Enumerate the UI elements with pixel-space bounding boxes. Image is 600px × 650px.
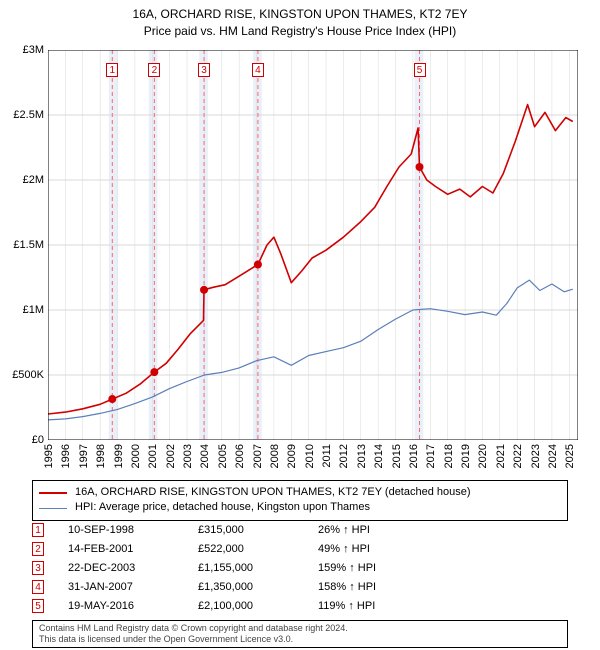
x-tick-label: 2009 [286,444,298,468]
row-pct: 49% ↑ HPI [318,543,468,555]
legend-label: 16A, ORCHARD RISE, KINGSTON UPON THAMES,… [75,485,471,500]
row-date: 10-SEP-1998 [68,524,198,536]
title-line-1: 16A, ORCHARD RISE, KINGSTON UPON THAMES,… [0,6,600,23]
event-flag: 1 [106,63,118,77]
x-tick-label: 2015 [391,444,403,468]
row-date: 31-JAN-2007 [68,581,198,593]
x-tick-label: 1999 [113,444,125,468]
x-tick-label: 2010 [304,444,316,468]
row-price: £1,350,000 [198,581,318,593]
legend-row: 16A, ORCHARD RISE, KINGSTON UPON THAMES,… [39,485,561,500]
legend-swatch [39,508,67,509]
row-pct: 159% ↑ HPI [318,562,468,574]
x-tick-label: 2023 [530,444,542,468]
row-price: £522,000 [198,543,318,555]
row-price: £315,000 [198,524,318,536]
x-tick-label: 2001 [147,444,159,468]
y-tick-label: £1.5M [4,239,44,251]
row-marker: 4 [32,580,44,594]
event-flag: 5 [414,63,426,77]
row-marker: 5 [32,599,44,613]
legend-row: HPI: Average price, detached house, King… [39,500,561,515]
legend: 16A, ORCHARD RISE, KINGSTON UPON THAMES,… [32,480,568,521]
x-tick-label: 1997 [78,444,90,468]
footer: Contains HM Land Registry data © Crown c… [32,620,568,648]
title-block: 16A, ORCHARD RISE, KINGSTON UPON THAMES,… [0,0,600,40]
x-tick-label: 2019 [460,444,472,468]
x-tick-label: 2004 [199,444,211,468]
y-tick-label: £500K [4,369,44,381]
row-date: 14-FEB-2001 [68,543,198,555]
table-row: 2 14-FEB-2001£522,00049% ↑ HPI [32,539,568,558]
row-marker: 3 [32,561,44,575]
chart-svg [48,50,578,440]
x-tick-label: 2022 [512,444,524,468]
x-tick-label: 2013 [356,444,368,468]
row-date: 22-DEC-2003 [68,562,198,574]
y-tick-label: £2.5M [4,109,44,121]
title-line-2: Price paid vs. HM Land Registry's House … [0,23,600,40]
table-row: 5 19-MAY-2016£2,100,000119% ↑ HPI [32,596,568,615]
row-pct: 119% ↑ HPI [318,600,468,612]
footer-line-2: This data is licensed under the Open Gov… [39,634,561,645]
legend-swatch [39,492,67,494]
event-flag: 3 [198,63,210,77]
row-pct: 158% ↑ HPI [318,581,468,593]
y-tick-label: £3M [4,44,44,56]
table-row: 1 10-SEP-1998£315,00026% ↑ HPI [32,520,568,539]
event-flag: 4 [252,63,264,77]
sales-table: 1 10-SEP-1998£315,00026% ↑ HPI 2 14-FEB-200… [32,520,568,615]
x-tick-label: 2025 [564,444,576,468]
table-row: 3 22-DEC-2003£1,155,000159% ↑ HPI [32,558,568,577]
x-tick-label: 2002 [165,444,177,468]
page: 16A, ORCHARD RISE, KINGSTON UPON THAMES,… [0,0,600,650]
x-tick-label: 2020 [477,444,489,468]
x-tick-label: 2017 [425,444,437,468]
row-pct: 26% ↑ HPI [318,524,468,536]
x-tick-label: 2014 [373,444,385,468]
x-tick-label: 2011 [321,444,333,468]
y-tick-label: £0 [4,434,44,446]
legend-label: HPI: Average price, detached house, King… [75,500,370,515]
x-tick-label: 2005 [217,444,229,468]
x-tick-label: 1995 [43,444,55,468]
x-tick-label: 2021 [495,444,507,468]
x-tick-label: 2008 [269,444,281,468]
x-tick-label: 2006 [234,444,246,468]
row-marker: 2 [32,542,44,556]
row-date: 19-MAY-2016 [68,600,198,612]
y-tick-label: £1M [4,304,44,316]
footer-line-1: Contains HM Land Registry data © Crown c… [39,623,561,634]
x-tick-label: 2003 [182,444,194,468]
x-tick-label: 2016 [408,444,420,468]
y-tick-label: £2M [4,174,44,186]
table-row: 4 31-JAN-2007£1,350,000158% ↑ HPI [32,577,568,596]
x-tick-label: 2024 [547,444,559,468]
x-tick-label: 2012 [338,444,350,468]
chart-area: £0£500K£1M£1.5M£2M£2.5M£3M19951996199719… [48,50,578,440]
x-tick-label: 2000 [130,444,142,468]
x-tick-label: 1996 [60,444,72,468]
row-price: £2,100,000 [198,600,318,612]
event-flag: 2 [148,63,160,77]
x-tick-label: 2018 [443,444,455,468]
x-tick-label: 1998 [95,444,107,468]
row-marker: 1 [32,523,44,537]
row-price: £1,155,000 [198,562,318,574]
x-tick-label: 2007 [252,444,264,468]
